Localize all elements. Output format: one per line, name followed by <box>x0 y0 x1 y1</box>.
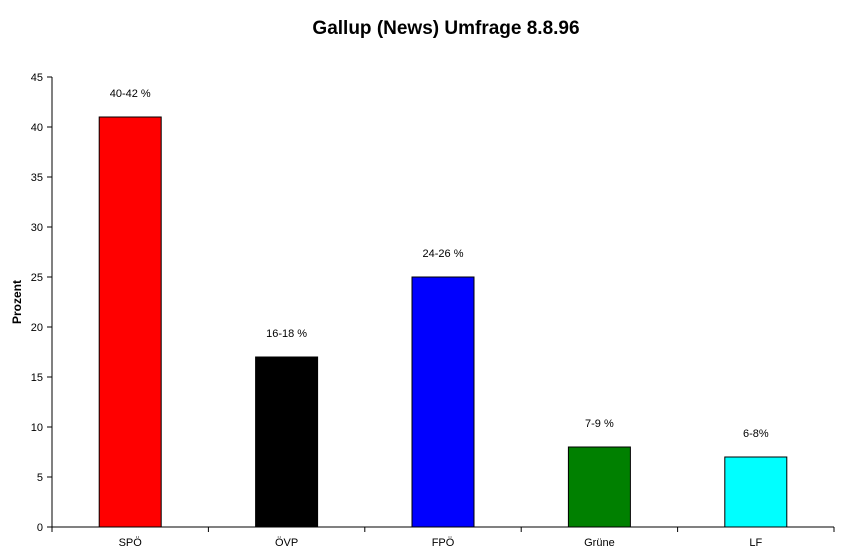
x-tick-label-3: FPÖ <box>432 537 455 549</box>
y-tick-label: 35 <box>31 172 43 184</box>
plot-area: 0 5 10 15 20 25 30 35 40 45 40-42 % SPÖ 16-18 % ÖVP 24… <box>31 72 835 549</box>
bar-4 <box>567 446 631 528</box>
x-tick-label-5: LF <box>749 537 762 549</box>
bar-3 <box>411 276 475 528</box>
data-label-4: 7-9 % <box>585 418 614 430</box>
x-tick-label-1: SPÖ <box>119 537 143 549</box>
y-tick-label: 20 <box>31 322 43 334</box>
x-tick-label-4: Grüne <box>584 537 615 549</box>
data-label-5: 6-8% <box>743 428 769 440</box>
bar-1 <box>98 116 162 528</box>
data-label-1: 40-42 % <box>110 88 151 100</box>
chart-title: Gallup (News) Umfrage 8.8.96 <box>312 18 579 39</box>
x-tick-label-2: ÖVP <box>275 537 298 549</box>
bar-5 <box>724 456 788 528</box>
y-tick-label: 25 <box>31 272 43 284</box>
bar-2 <box>255 356 319 528</box>
y-tick-label: 5 <box>37 472 43 484</box>
y-tick-label: 0 <box>37 522 43 534</box>
y-tick-label: 30 <box>31 222 43 234</box>
y-tick-label: 15 <box>31 372 43 384</box>
y-tick-label: 40 <box>31 122 43 134</box>
y-axis-label: Prozent <box>10 280 24 324</box>
y-tick-label: 10 <box>31 422 43 434</box>
y-tick-label: 45 <box>31 72 43 84</box>
data-label-2: 16-18 % <box>266 328 307 340</box>
data-label-3: 24-26 % <box>423 248 464 260</box>
